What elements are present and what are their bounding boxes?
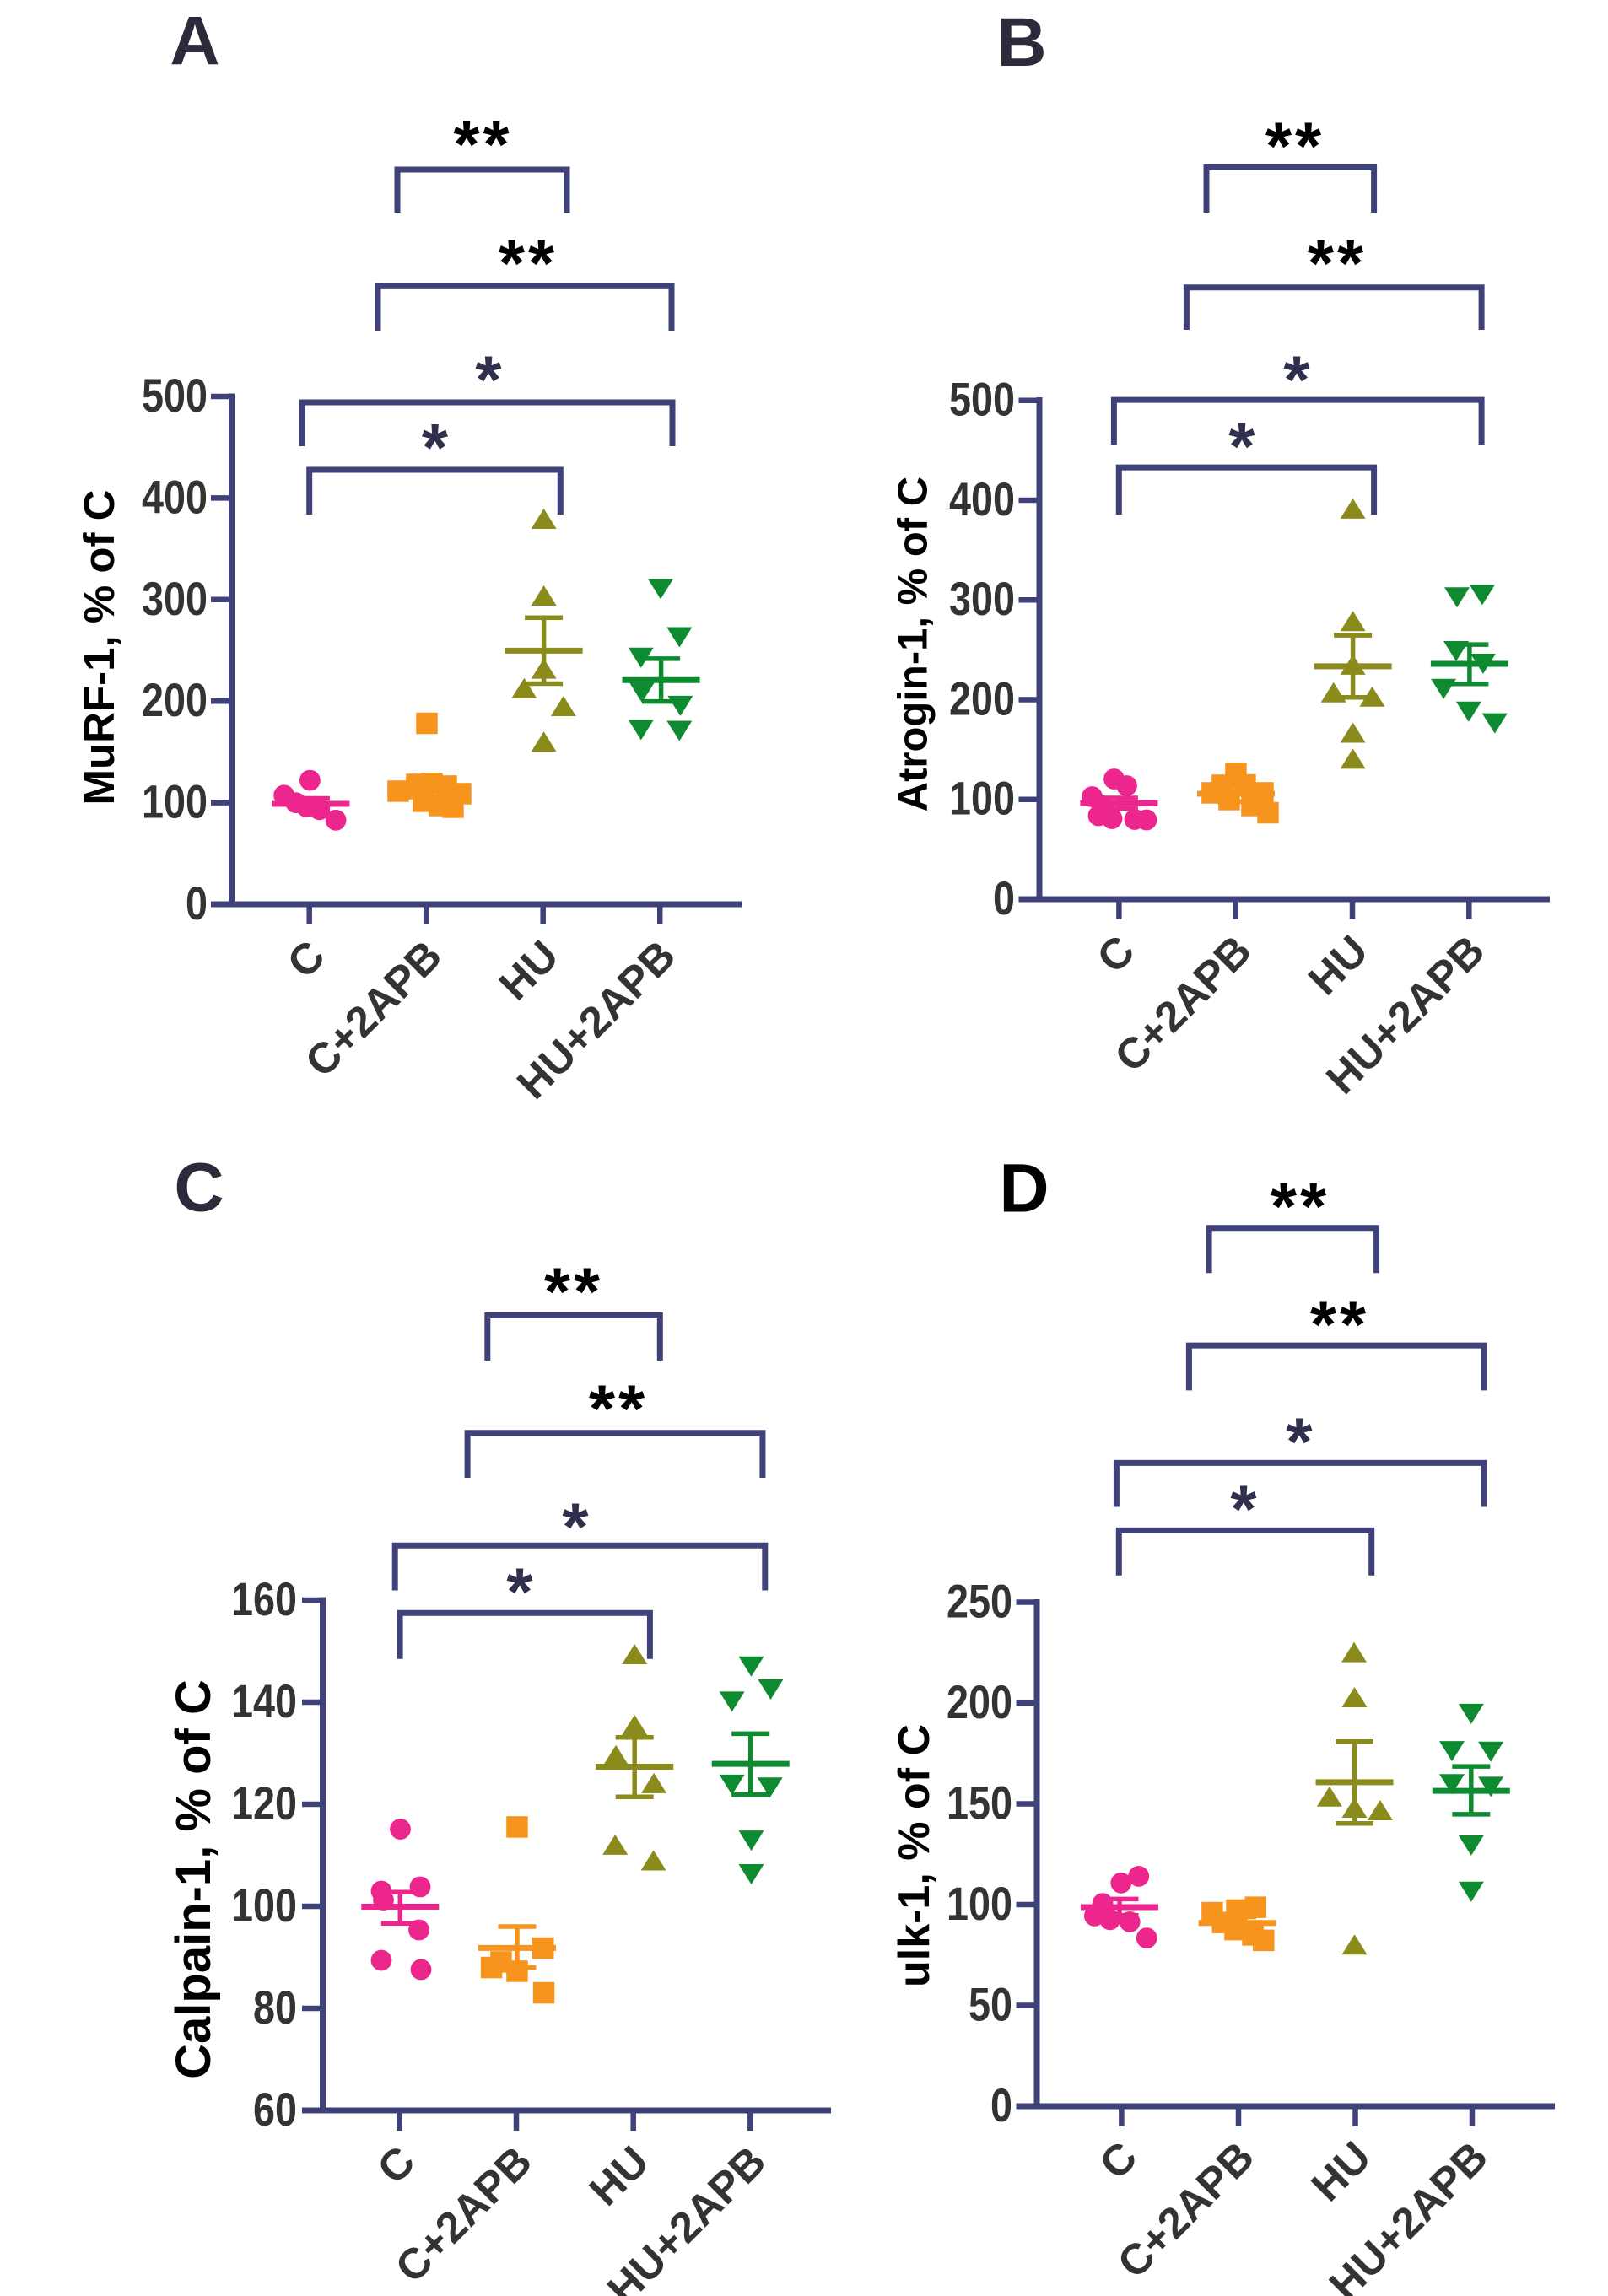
svg-text:100: 100 — [947, 1877, 1012, 1930]
svg-text:0: 0 — [990, 2078, 1012, 2132]
svg-text:100: 100 — [142, 775, 208, 828]
svg-text:**: ** — [1308, 226, 1367, 301]
svg-text:*: * — [422, 410, 449, 485]
svg-text:**: ** — [1310, 1287, 1369, 1362]
svg-text:**: ** — [499, 226, 558, 301]
svg-text:300: 300 — [949, 572, 1015, 625]
svg-text:200: 200 — [949, 672, 1015, 725]
svg-text:*: * — [562, 1490, 589, 1565]
svg-text:400: 400 — [949, 472, 1015, 525]
svg-text:**: ** — [1265, 109, 1325, 184]
svg-text:100: 100 — [949, 772, 1015, 825]
svg-text:Atrogin-1, % of C: Atrogin-1, % of C — [890, 477, 936, 811]
svg-text:Calpain-1, % of C: Calpain-1, % of C — [166, 1679, 221, 2079]
svg-text:140: 140 — [231, 1674, 297, 1727]
svg-text:50: 50 — [969, 1978, 1012, 2031]
svg-text:80: 80 — [253, 1981, 297, 2034]
svg-text:A: A — [170, 3, 219, 80]
svg-text:*: * — [475, 342, 502, 418]
svg-text:250: 250 — [947, 1575, 1012, 1628]
svg-text:160: 160 — [231, 1572, 297, 1625]
svg-text:60: 60 — [253, 2083, 297, 2136]
svg-text:300: 300 — [142, 572, 208, 625]
svg-text:200: 200 — [947, 1675, 1012, 1728]
svg-text:**: ** — [544, 1254, 603, 1329]
svg-text:120: 120 — [231, 1776, 297, 1830]
svg-text:*: * — [1286, 1404, 1313, 1479]
svg-text:*: * — [1230, 1472, 1257, 1547]
svg-text:*: * — [1228, 409, 1255, 484]
svg-text:MuRF-1, % of C: MuRF-1, % of C — [75, 490, 123, 806]
svg-text:*: * — [1283, 342, 1310, 418]
svg-text:100: 100 — [231, 1878, 297, 1932]
svg-text:**: ** — [589, 1372, 648, 1447]
svg-text:ulk-1, % of C: ulk-1, % of C — [890, 1724, 939, 1987]
svg-text:B: B — [996, 4, 1046, 81]
svg-text:**: ** — [1271, 1169, 1330, 1244]
svg-text:500: 500 — [142, 369, 208, 422]
svg-text:C: C — [174, 1150, 224, 1226]
svg-text:150: 150 — [947, 1776, 1012, 1830]
svg-text:**: ** — [453, 107, 512, 182]
svg-text:D: D — [999, 1151, 1049, 1227]
svg-text:400: 400 — [142, 470, 208, 523]
svg-text:200: 200 — [142, 673, 208, 726]
svg-text:0: 0 — [186, 876, 208, 930]
svg-text:*: * — [506, 1555, 533, 1630]
svg-text:0: 0 — [993, 871, 1015, 924]
svg-text:500: 500 — [949, 373, 1015, 426]
